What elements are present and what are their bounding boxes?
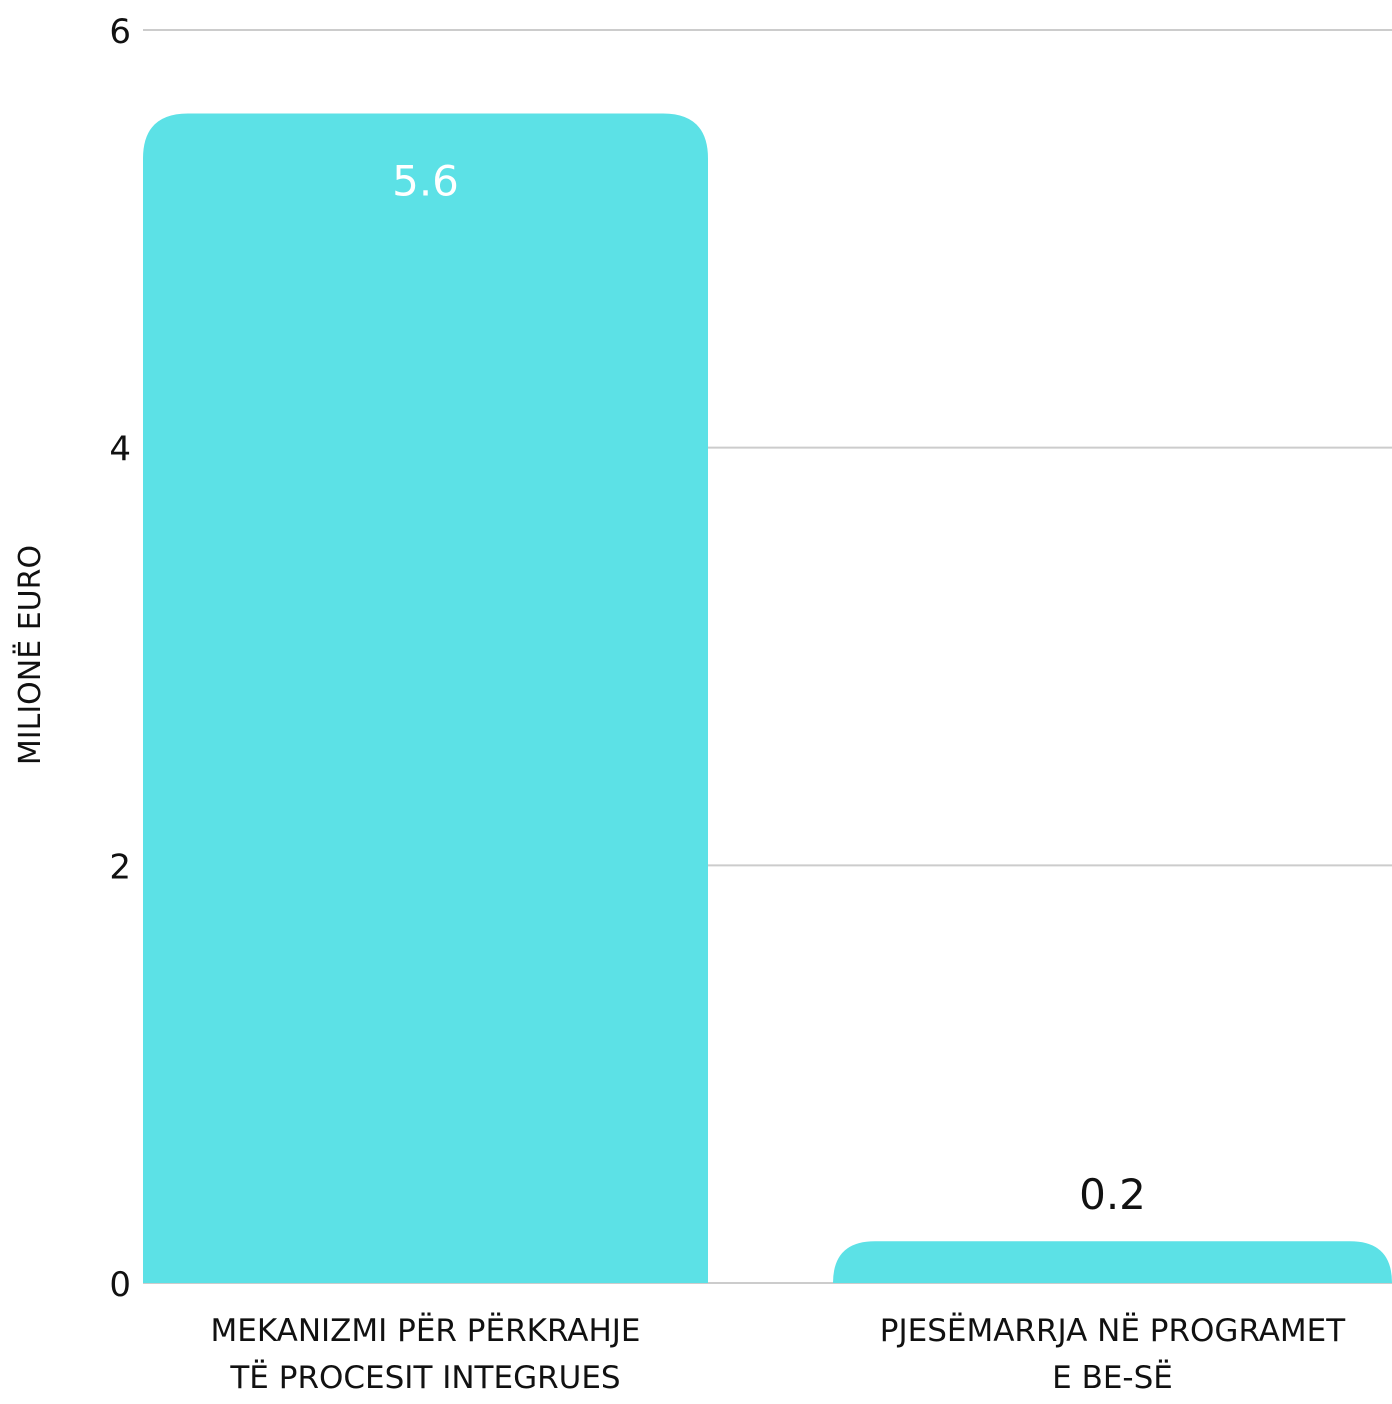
x-category-label: MEKANIZMI PËR PËRKRAHJE: [211, 1313, 641, 1349]
bar-value-label: 0.2: [1079, 1170, 1146, 1219]
tick-layer: 0 2 4 6: [109, 12, 131, 1305]
y-tick-label: 4: [109, 430, 131, 470]
bar-1: [143, 113, 708, 1284]
x-category-label: PJESËMARRJA NË PROGRAMET: [880, 1313, 1346, 1349]
y-axis-title: MILIONË EURO: [12, 545, 48, 765]
x-category-label: E BE-SË: [1052, 1360, 1173, 1396]
bar-layer: [143, 113, 1392, 1284]
label-layer: 5.6 MEKANIZMI PËR PËRKRAHJE TË PROCESIT IN…: [211, 157, 1347, 1396]
x-category-label: TË PROCESIT INTEGRUES: [229, 1360, 620, 1396]
y-tick-label: 0: [109, 1265, 131, 1305]
y-tick-label: 6: [109, 12, 131, 52]
bar-value-label: 5.6: [392, 157, 459, 206]
bar-2: [833, 1241, 1392, 1283]
y-tick-label: 2: [109, 847, 131, 887]
